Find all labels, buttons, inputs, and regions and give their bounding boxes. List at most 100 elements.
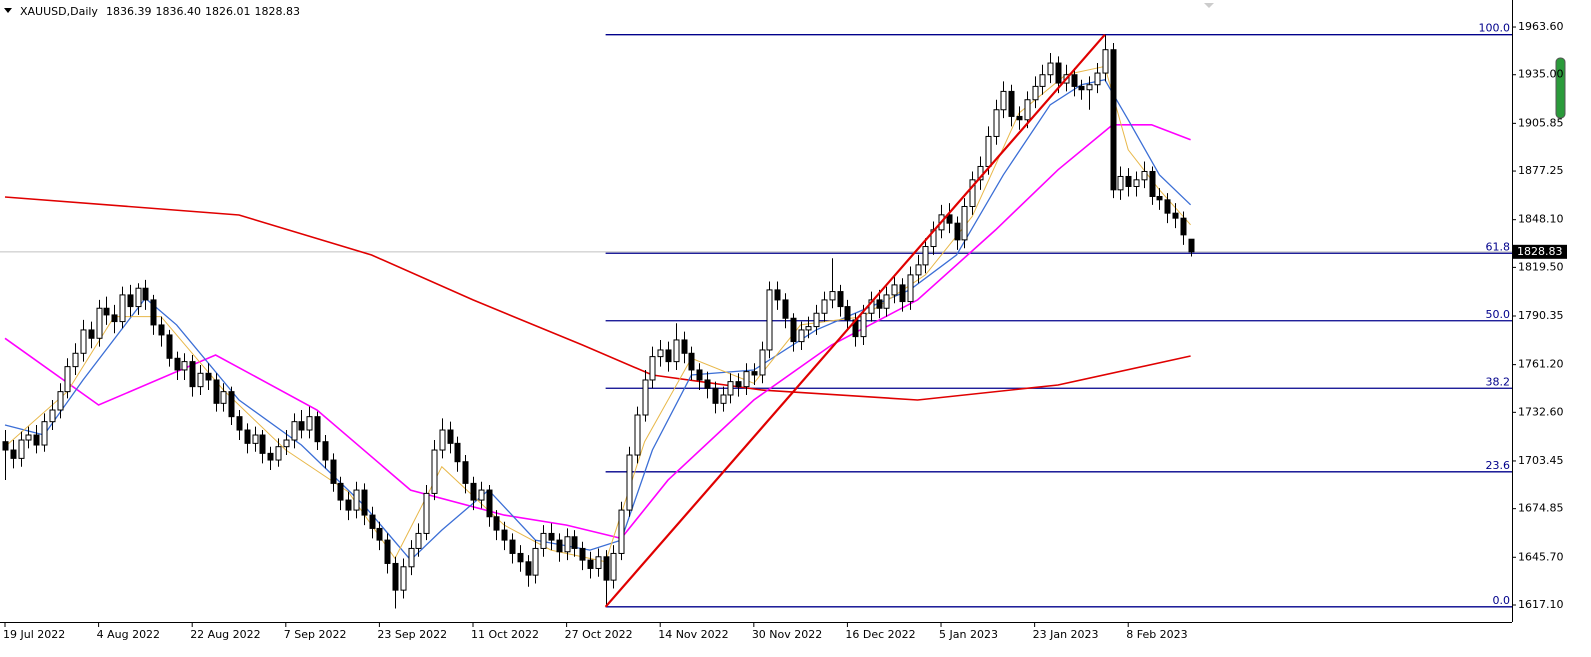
candle-body bbox=[579, 547, 586, 561]
candle-body bbox=[64, 366, 71, 393]
candle-body bbox=[844, 306, 851, 321]
candle-body bbox=[1071, 74, 1078, 87]
candle-body bbox=[540, 532, 547, 549]
candle-body bbox=[33, 434, 40, 446]
candle-body bbox=[1133, 179, 1140, 187]
candle-body bbox=[618, 509, 625, 554]
x-tick-label: 16 Dec 2022 bbox=[845, 628, 915, 641]
y-tick-label: 1617.10 bbox=[1518, 598, 1564, 611]
candle-body bbox=[774, 289, 781, 301]
candle-body bbox=[353, 489, 360, 511]
fib-label: 100.0 bbox=[1479, 22, 1511, 35]
candle-body bbox=[1149, 170, 1156, 197]
ohlc-high: 1836.40 bbox=[155, 5, 201, 18]
candle-body bbox=[595, 556, 602, 569]
candle-body bbox=[10, 449, 17, 459]
x-tick-label: 27 Oct 2022 bbox=[565, 628, 633, 641]
candle-body bbox=[517, 552, 524, 563]
x-tick-label: 23 Sep 2022 bbox=[377, 628, 447, 641]
last-price-box bbox=[1513, 244, 1567, 259]
candle-body bbox=[642, 379, 649, 416]
candle-body bbox=[790, 317, 797, 343]
candle-body bbox=[18, 439, 25, 459]
candle-body bbox=[111, 314, 118, 323]
candle-body bbox=[345, 499, 352, 511]
candle-body bbox=[798, 329, 805, 343]
candle-body bbox=[735, 381, 742, 388]
candle-body bbox=[1047, 62, 1054, 76]
candle-body bbox=[649, 356, 656, 381]
candle-body bbox=[556, 539, 563, 553]
y-tick-label: 1819.50 bbox=[1518, 260, 1564, 273]
moving-average bbox=[4, 124, 1191, 540]
candle-body bbox=[135, 287, 142, 308]
candle-body bbox=[1016, 115, 1023, 121]
candle-body bbox=[915, 264, 922, 276]
candle-body bbox=[392, 562, 399, 591]
candle-body bbox=[478, 489, 485, 501]
candle-body bbox=[1164, 199, 1171, 214]
x-tick-label: 19 Jul 2022 bbox=[3, 628, 65, 641]
candle-body bbox=[946, 214, 953, 224]
candle-body bbox=[306, 416, 313, 431]
candle-body bbox=[1188, 238, 1195, 253]
candle-body bbox=[954, 222, 961, 241]
candle-body bbox=[891, 284, 898, 296]
y-tick-label: 1963.60 bbox=[1518, 20, 1564, 33]
candle-body bbox=[361, 489, 368, 516]
scroll-indicator[interactable] bbox=[1555, 57, 1566, 119]
y-tick-label: 1674.85 bbox=[1518, 502, 1564, 515]
candle-body bbox=[384, 539, 391, 564]
candle-body bbox=[80, 329, 87, 354]
candle-body bbox=[41, 421, 48, 446]
candle-body bbox=[415, 532, 422, 549]
candle-body bbox=[1110, 49, 1117, 191]
candle-body bbox=[876, 299, 883, 309]
candle-body bbox=[244, 429, 251, 444]
candle-body bbox=[150, 299, 157, 326]
candle-body bbox=[634, 414, 641, 456]
candle-body bbox=[283, 439, 290, 448]
menu-arrow[interactable] bbox=[4, 8, 12, 13]
candle-body bbox=[1000, 90, 1007, 111]
candle-body bbox=[314, 416, 321, 443]
x-tick-label: 4 Aug 2022 bbox=[97, 628, 160, 641]
candle-body bbox=[673, 339, 680, 363]
candle-body bbox=[25, 434, 32, 441]
trend-line bbox=[604, 33, 1106, 608]
candle-body bbox=[509, 539, 516, 554]
candle-body bbox=[712, 387, 719, 404]
x-tick-label: 14 Nov 2022 bbox=[658, 628, 728, 641]
candle-body bbox=[189, 361, 196, 388]
candle-body bbox=[837, 291, 844, 308]
x-tick-label: 11 Oct 2022 bbox=[471, 628, 539, 641]
x-tick-label: 5 Jan 2023 bbox=[939, 628, 998, 641]
candle-body bbox=[252, 434, 259, 444]
candle-body bbox=[423, 492, 430, 534]
candle-body bbox=[142, 287, 149, 301]
candle-body bbox=[220, 391, 227, 404]
candle-body bbox=[829, 291, 836, 301]
candle-body bbox=[470, 482, 477, 501]
y-tick-label: 1905.85 bbox=[1518, 116, 1564, 129]
candle-body bbox=[720, 394, 727, 404]
candle-body bbox=[525, 561, 532, 576]
candle-body bbox=[275, 446, 282, 461]
candle-body bbox=[408, 547, 415, 568]
y-tick-label: 1877.25 bbox=[1518, 164, 1564, 177]
candle-body bbox=[1008, 90, 1015, 117]
candle-body bbox=[88, 329, 95, 339]
candle-body bbox=[813, 312, 820, 328]
ohlc-open: 1836.39 bbox=[106, 5, 152, 18]
x-tick-label: 7 Sep 2022 bbox=[284, 628, 347, 641]
shift-marker bbox=[1204, 3, 1214, 8]
candle-body bbox=[751, 371, 758, 376]
candle-body bbox=[376, 527, 383, 541]
y-tick-label: 1732.60 bbox=[1518, 405, 1564, 418]
candle-body bbox=[1039, 74, 1046, 87]
candle-body bbox=[1102, 49, 1109, 74]
candle-body bbox=[821, 299, 828, 314]
candle-body bbox=[291, 421, 298, 441]
candle-body bbox=[782, 299, 789, 319]
